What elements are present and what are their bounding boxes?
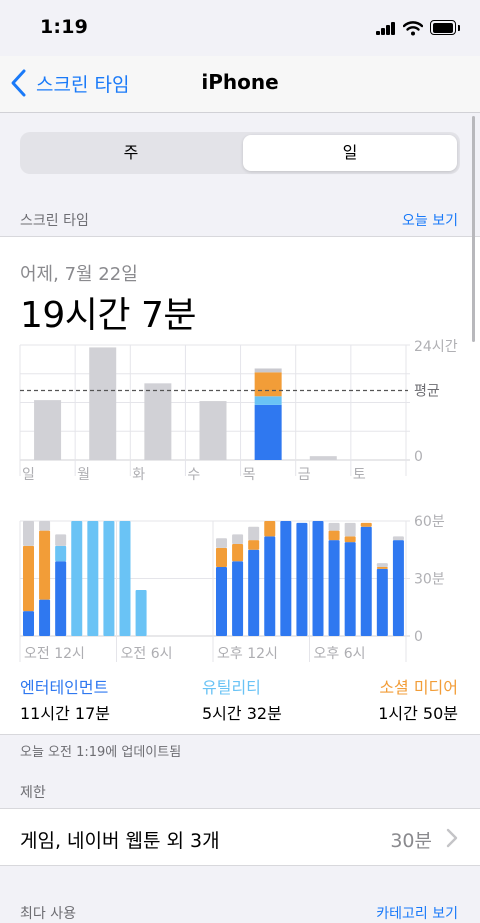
x-tick-label: 오후 12시 <box>217 646 278 662</box>
hour-bar-15-0 <box>264 536 276 636</box>
hour-bar-17-0 <box>296 522 308 636</box>
hour-bar-22-0 <box>376 568 388 636</box>
hour-bar-23-0 <box>392 540 404 636</box>
x-tick-label: 일 <box>22 467 35 483</box>
hour-bar-20-0 <box>344 542 356 636</box>
hour-bar-7-1 <box>135 590 147 636</box>
hour-bar-19-3 <box>328 522 340 531</box>
date-label: 어제, 7월 22일 <box>20 264 138 285</box>
hour-bar-21-0 <box>360 526 372 636</box>
category-view-link[interactable]: 카테고리 보기 <box>376 906 458 922</box>
segment-week[interactable]: 주 <box>123 143 139 162</box>
bar-목-4 <box>254 368 282 373</box>
hour-bar-15-2 <box>264 521 276 537</box>
x-tick-label: 화 <box>132 467 145 483</box>
limit-item-value[interactable]: 30분 <box>390 830 432 852</box>
x-tick-label: 오후 6시 <box>314 646 366 662</box>
hour-bar-13-2 <box>232 544 244 562</box>
hour-bar-2-1 <box>55 545 67 562</box>
bar-화-0 <box>144 383 172 460</box>
hour-bar-1-3 <box>39 521 51 531</box>
back-button[interactable]: 스크린 타임 <box>36 74 130 96</box>
hour-bar-14-3 <box>248 526 260 541</box>
y-tick-label: 24시간 <box>414 339 458 355</box>
hour-bar-6-1 <box>119 521 131 636</box>
hour-bar-2-3 <box>55 534 67 546</box>
hour-bar-0-0 <box>23 611 34 636</box>
navigation-bar <box>0 56 480 113</box>
bar-목-3 <box>254 372 282 397</box>
hour-bar-2-0 <box>55 561 67 636</box>
hour-bar-20-2 <box>344 536 356 543</box>
section-header-screen-time: 스크린 타임 <box>20 213 89 229</box>
segment-day[interactable]: 일 <box>243 135 457 171</box>
hour-bar-3-1 <box>71 521 83 636</box>
category-label-entertainment: 엔터테인먼트 <box>20 678 109 697</box>
x-tick-label: 금 <box>298 467 311 483</box>
y-tick-label: 0 <box>414 449 423 465</box>
back-chevron-icon[interactable] <box>10 68 28 98</box>
category-value-utilities: 5시간 32분 <box>202 704 282 723</box>
hour-bar-23-3 <box>392 536 404 541</box>
battery-icon <box>430 20 460 36</box>
bar-목-2 <box>254 396 282 405</box>
hour-bar-12-0 <box>216 567 227 636</box>
hour-bar-18-0 <box>312 521 324 636</box>
today-view-link[interactable]: 오늘 보기 <box>402 213 458 229</box>
hour-bar-14-0 <box>248 549 260 636</box>
x-tick-label: 목 <box>243 467 256 483</box>
hour-bar-0-3 <box>23 521 34 546</box>
updated-timestamp: 오늘 오전 1:19에 업데이트됨 <box>20 745 182 760</box>
chevron-right-icon[interactable] <box>446 828 458 848</box>
x-tick-label: 수 <box>187 467 200 483</box>
bar-수-0 <box>199 401 227 460</box>
limit-row[interactable] <box>0 808 480 866</box>
page-title: iPhone <box>201 70 279 94</box>
y-tick-label: 30분 <box>414 572 445 588</box>
hour-bar-14-2 <box>248 540 260 550</box>
limit-item-name[interactable]: 게임, 네이버 웹툰 외 3개 <box>20 830 220 852</box>
status-time: 1:19 <box>40 16 89 38</box>
category-value-social: 1시간 50분 <box>378 704 458 723</box>
bar-목-1 <box>254 404 282 460</box>
hour-bar-5-1 <box>103 521 115 636</box>
screen-time-card <box>0 236 480 735</box>
hour-bar-19-2 <box>328 530 340 541</box>
y-tick-label: 60분 <box>414 514 445 530</box>
x-tick-label: 월 <box>77 467 90 483</box>
hour-bar-4-1 <box>87 521 99 636</box>
x-tick-label: 오전 6시 <box>121 646 173 662</box>
hour-bar-1-2 <box>39 530 51 600</box>
category-value-entertainment: 11시간 17분 <box>20 704 110 723</box>
hour-bar-22-3 <box>376 563 388 567</box>
hour-bar-19-0 <box>328 540 340 636</box>
category-label-utilities: 유틸리티 <box>202 678 261 697</box>
x-tick-label: 토 <box>353 467 366 483</box>
hour-bar-12-2 <box>216 547 227 567</box>
hourly-usage-chart: 오전 12시 오전 6시 오후 12시 오후 6시 60분 30분 0 <box>19 514 445 662</box>
category-label-social: 소셜 미디어 <box>379 678 458 697</box>
section-header-limits: 제한 <box>20 785 46 801</box>
hour-bar-1-0 <box>39 599 51 636</box>
cellular-signal-icon <box>376 22 398 35</box>
y-tick-label: 평균 <box>414 384 440 400</box>
hour-bar-0-2 <box>23 545 34 612</box>
hour-bar-21-2 <box>360 522 372 527</box>
section-header-most-used: 최다 사용 <box>20 906 76 922</box>
bar-금-0 <box>309 456 337 460</box>
bar-일-0 <box>34 400 62 460</box>
total-time: 19시간 7분 <box>20 295 197 336</box>
x-tick-label: 오전 12시 <box>24 646 85 662</box>
wifi-icon <box>403 21 423 36</box>
hour-bar-20-3 <box>344 522 356 537</box>
y-tick-label: 0 <box>414 629 423 645</box>
bar-월-0 <box>89 347 117 460</box>
hour-bar-12-3 <box>216 538 227 548</box>
hour-bar-13-0 <box>232 561 244 636</box>
hour-bar-13-3 <box>232 534 244 544</box>
scroll-indicator[interactable] <box>472 116 475 342</box>
hour-bar-22-2 <box>376 567 388 569</box>
hour-bar-16-0 <box>280 521 292 636</box>
